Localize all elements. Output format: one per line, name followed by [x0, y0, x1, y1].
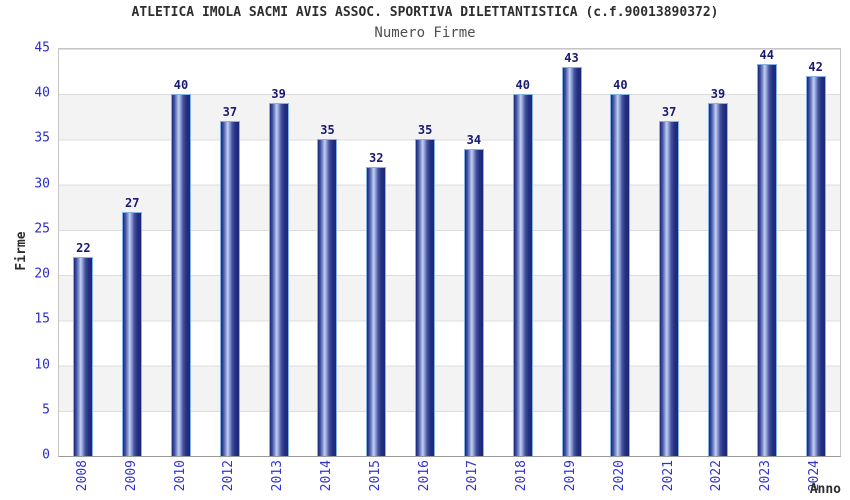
- chart-subtitle: Numero Firme: [374, 25, 476, 41]
- x-tick-label: 2019: [563, 460, 579, 492]
- bar-value-label: 42: [808, 60, 823, 75]
- bar-group: 44: [742, 49, 791, 456]
- x-tick-label: 2016: [416, 460, 432, 492]
- x-tick-label: 2012: [221, 460, 237, 492]
- x-axis-labels: 2008 2009 2010 2012 2013 2014 2015 2016 2017 2018…: [58, 460, 839, 500]
- x-label-cell: 2019: [546, 460, 595, 500]
- bar: [512, 94, 533, 456]
- bar-value-label: 40: [515, 78, 530, 93]
- bar: [659, 121, 680, 456]
- bar-value-label: 43: [564, 51, 579, 66]
- bar: [610, 94, 631, 456]
- bar-value-label: 39: [710, 87, 726, 102]
- bar-value-label: 39: [271, 87, 286, 102]
- bar-group: 22: [59, 49, 108, 456]
- bar-value-label: 37: [661, 105, 677, 120]
- x-label-cell: 2012: [204, 460, 253, 500]
- x-tick-label: 2009: [123, 460, 139, 492]
- bar-value-label: 35: [417, 123, 433, 138]
- y-tick-label: 5: [42, 402, 50, 418]
- bar-value-label: 34: [466, 132, 482, 147]
- bar-value-label: 22: [76, 241, 91, 256]
- x-label-cell: 2017: [449, 460, 498, 500]
- plot-area: 22 27 40 37 39 35 32 35 34 40 43 40 37 39 44 42: [58, 48, 841, 457]
- x-tick-label: 2013: [270, 460, 286, 492]
- x-axis-title: Anno: [809, 482, 841, 497]
- bar: [219, 121, 240, 456]
- x-label-cell: 2013: [253, 460, 302, 500]
- bar-group: 35: [303, 49, 352, 456]
- x-label-cell: 2023: [741, 460, 790, 500]
- bar-group: 35: [401, 49, 450, 456]
- x-label-cell: 2022: [693, 460, 742, 500]
- x-tick-label: 2022: [709, 460, 725, 492]
- x-tick-label: 2021: [660, 460, 676, 492]
- y-axis-ticks: 0 5 10 15 20 25 30 35 40 45: [0, 42, 50, 462]
- bar: [73, 257, 94, 456]
- y-tick-label: 40: [34, 85, 50, 101]
- bar-group: 27: [108, 49, 157, 456]
- bar-group: 32: [352, 49, 401, 456]
- bar-value-label: 40: [613, 78, 628, 93]
- bar-value-label: 32: [369, 150, 384, 165]
- bar: [415, 139, 436, 456]
- bar-group: 37: [645, 49, 694, 456]
- y-tick-label: 45: [34, 40, 50, 56]
- bar-group: 39: [694, 49, 743, 456]
- x-tick-label: 2023: [758, 460, 774, 492]
- bar: [171, 94, 192, 456]
- bar-group: 42: [791, 49, 840, 456]
- bar-group: 40: [498, 49, 547, 456]
- bar: [317, 139, 338, 456]
- y-tick-label: 10: [34, 357, 50, 373]
- bar-group: 40: [596, 49, 645, 456]
- bar-value-label: 44: [759, 48, 774, 62]
- x-label-cell: 2014: [302, 460, 351, 500]
- chart-title: ATLETICA IMOLA SACMI AVIS ASSOC. SPORTIV…: [131, 5, 719, 20]
- x-tick-label: 2020: [611, 460, 627, 492]
- y-tick-label: 0: [42, 447, 50, 463]
- bar: [268, 103, 289, 456]
- x-tick-label: 2010: [172, 460, 188, 492]
- bar: [122, 211, 143, 456]
- y-tick-label: 15: [34, 311, 50, 327]
- bar: [463, 148, 484, 456]
- x-label-cell: 2020: [595, 460, 644, 500]
- x-tick-label: 2014: [318, 460, 334, 492]
- bar-group: 43: [547, 49, 596, 456]
- bar-value-label: 40: [173, 78, 189, 93]
- y-tick-label: 35: [34, 130, 50, 146]
- bar-value-label: 37: [222, 105, 238, 120]
- bar-group: 40: [157, 49, 206, 456]
- y-axis-title: Firme: [14, 231, 29, 271]
- bar-group: 39: [254, 49, 303, 456]
- bar: [756, 64, 777, 456]
- y-tick-label: 20: [34, 266, 50, 282]
- bar: [805, 76, 826, 456]
- bar-value-label: 27: [124, 195, 140, 210]
- x-label-cell: 2009: [107, 460, 156, 500]
- bar-group: 37: [205, 49, 254, 456]
- x-label-cell: 2021: [644, 460, 693, 500]
- y-tick-label: 25: [34, 221, 50, 237]
- bar: [561, 67, 582, 456]
- bar: [707, 103, 728, 456]
- bars-row: 22 27 40 37 39 35 32 35 34 40 43 40 37 39 44 42: [59, 49, 840, 456]
- bar-value-label: 35: [320, 123, 335, 138]
- y-tick-label: 30: [34, 176, 50, 192]
- x-tick-label: 2017: [465, 460, 481, 492]
- x-tick-label: 2018: [514, 460, 530, 492]
- x-label-cell: 2010: [156, 460, 205, 500]
- x-tick-label: 2008: [74, 460, 90, 492]
- x-label-cell: 2018: [497, 460, 546, 500]
- x-label-cell: 2008: [58, 460, 107, 500]
- bar: [366, 166, 387, 456]
- bar-group: 34: [450, 49, 499, 456]
- x-label-cell: 2015: [351, 460, 400, 500]
- x-label-cell: 2016: [400, 460, 449, 500]
- x-tick-label: 2015: [367, 460, 383, 492]
